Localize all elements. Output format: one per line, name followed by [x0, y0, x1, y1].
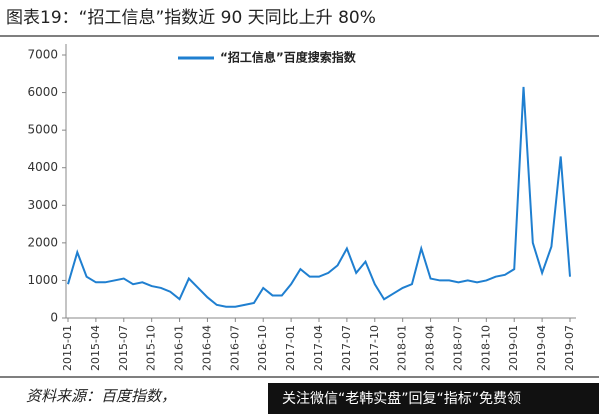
x-tick-label: 2018-10	[479, 325, 492, 371]
x-tick-label: 2015-07	[117, 325, 130, 371]
x-tick-label: 2016-04	[200, 325, 213, 371]
x-tick-label: 2017-07	[340, 325, 353, 371]
x-tick-label: 2016-10	[256, 325, 269, 371]
x-tick-label: 2019-07	[563, 325, 576, 371]
banner-bg	[268, 383, 599, 414]
x-tick-label: 2016-01	[173, 325, 186, 371]
y-tick-label: 3000	[27, 198, 58, 212]
y-tick-label: 6000	[27, 85, 58, 99]
x-tick-label: 2018-07	[451, 325, 464, 371]
y-tick-label: 5000	[27, 123, 58, 137]
x-tick-label: 2017-01	[284, 325, 297, 371]
legend-label: “招工信息”百度搜索指数	[220, 50, 357, 65]
x-tick-label: 2017-04	[312, 325, 325, 371]
x-tick-label: 2016-07	[228, 325, 241, 371]
y-tick-label: 2000	[27, 235, 58, 249]
x-tick-label: 2018-04	[424, 325, 437, 371]
y-tick-label: 7000	[27, 48, 58, 62]
y-tick-label: 1000	[27, 273, 58, 287]
line	[67, 86, 571, 308]
x-tick-label: 2019-01	[507, 325, 520, 371]
source-note: 资料来源：百度指数，	[26, 387, 176, 405]
y-tick-label: 0	[50, 311, 58, 325]
y-tick-label: 4000	[27, 160, 58, 174]
x-tick-label: 2018-01	[396, 325, 409, 371]
chart-title: 图表19：“招工信息”指数近 90 天同比上升 80%	[6, 8, 376, 28]
x-tick-label: 2015-04	[89, 325, 102, 371]
x-tick-label: 2015-01	[61, 325, 74, 371]
banner-text: 关注微信“老韩实盘”回复“指标”免费领	[282, 390, 521, 407]
x-tick-label: 2017-10	[368, 325, 381, 371]
x-tick-label: 2019-04	[535, 325, 548, 371]
x-tick-label: 2015-10	[145, 325, 158, 371]
